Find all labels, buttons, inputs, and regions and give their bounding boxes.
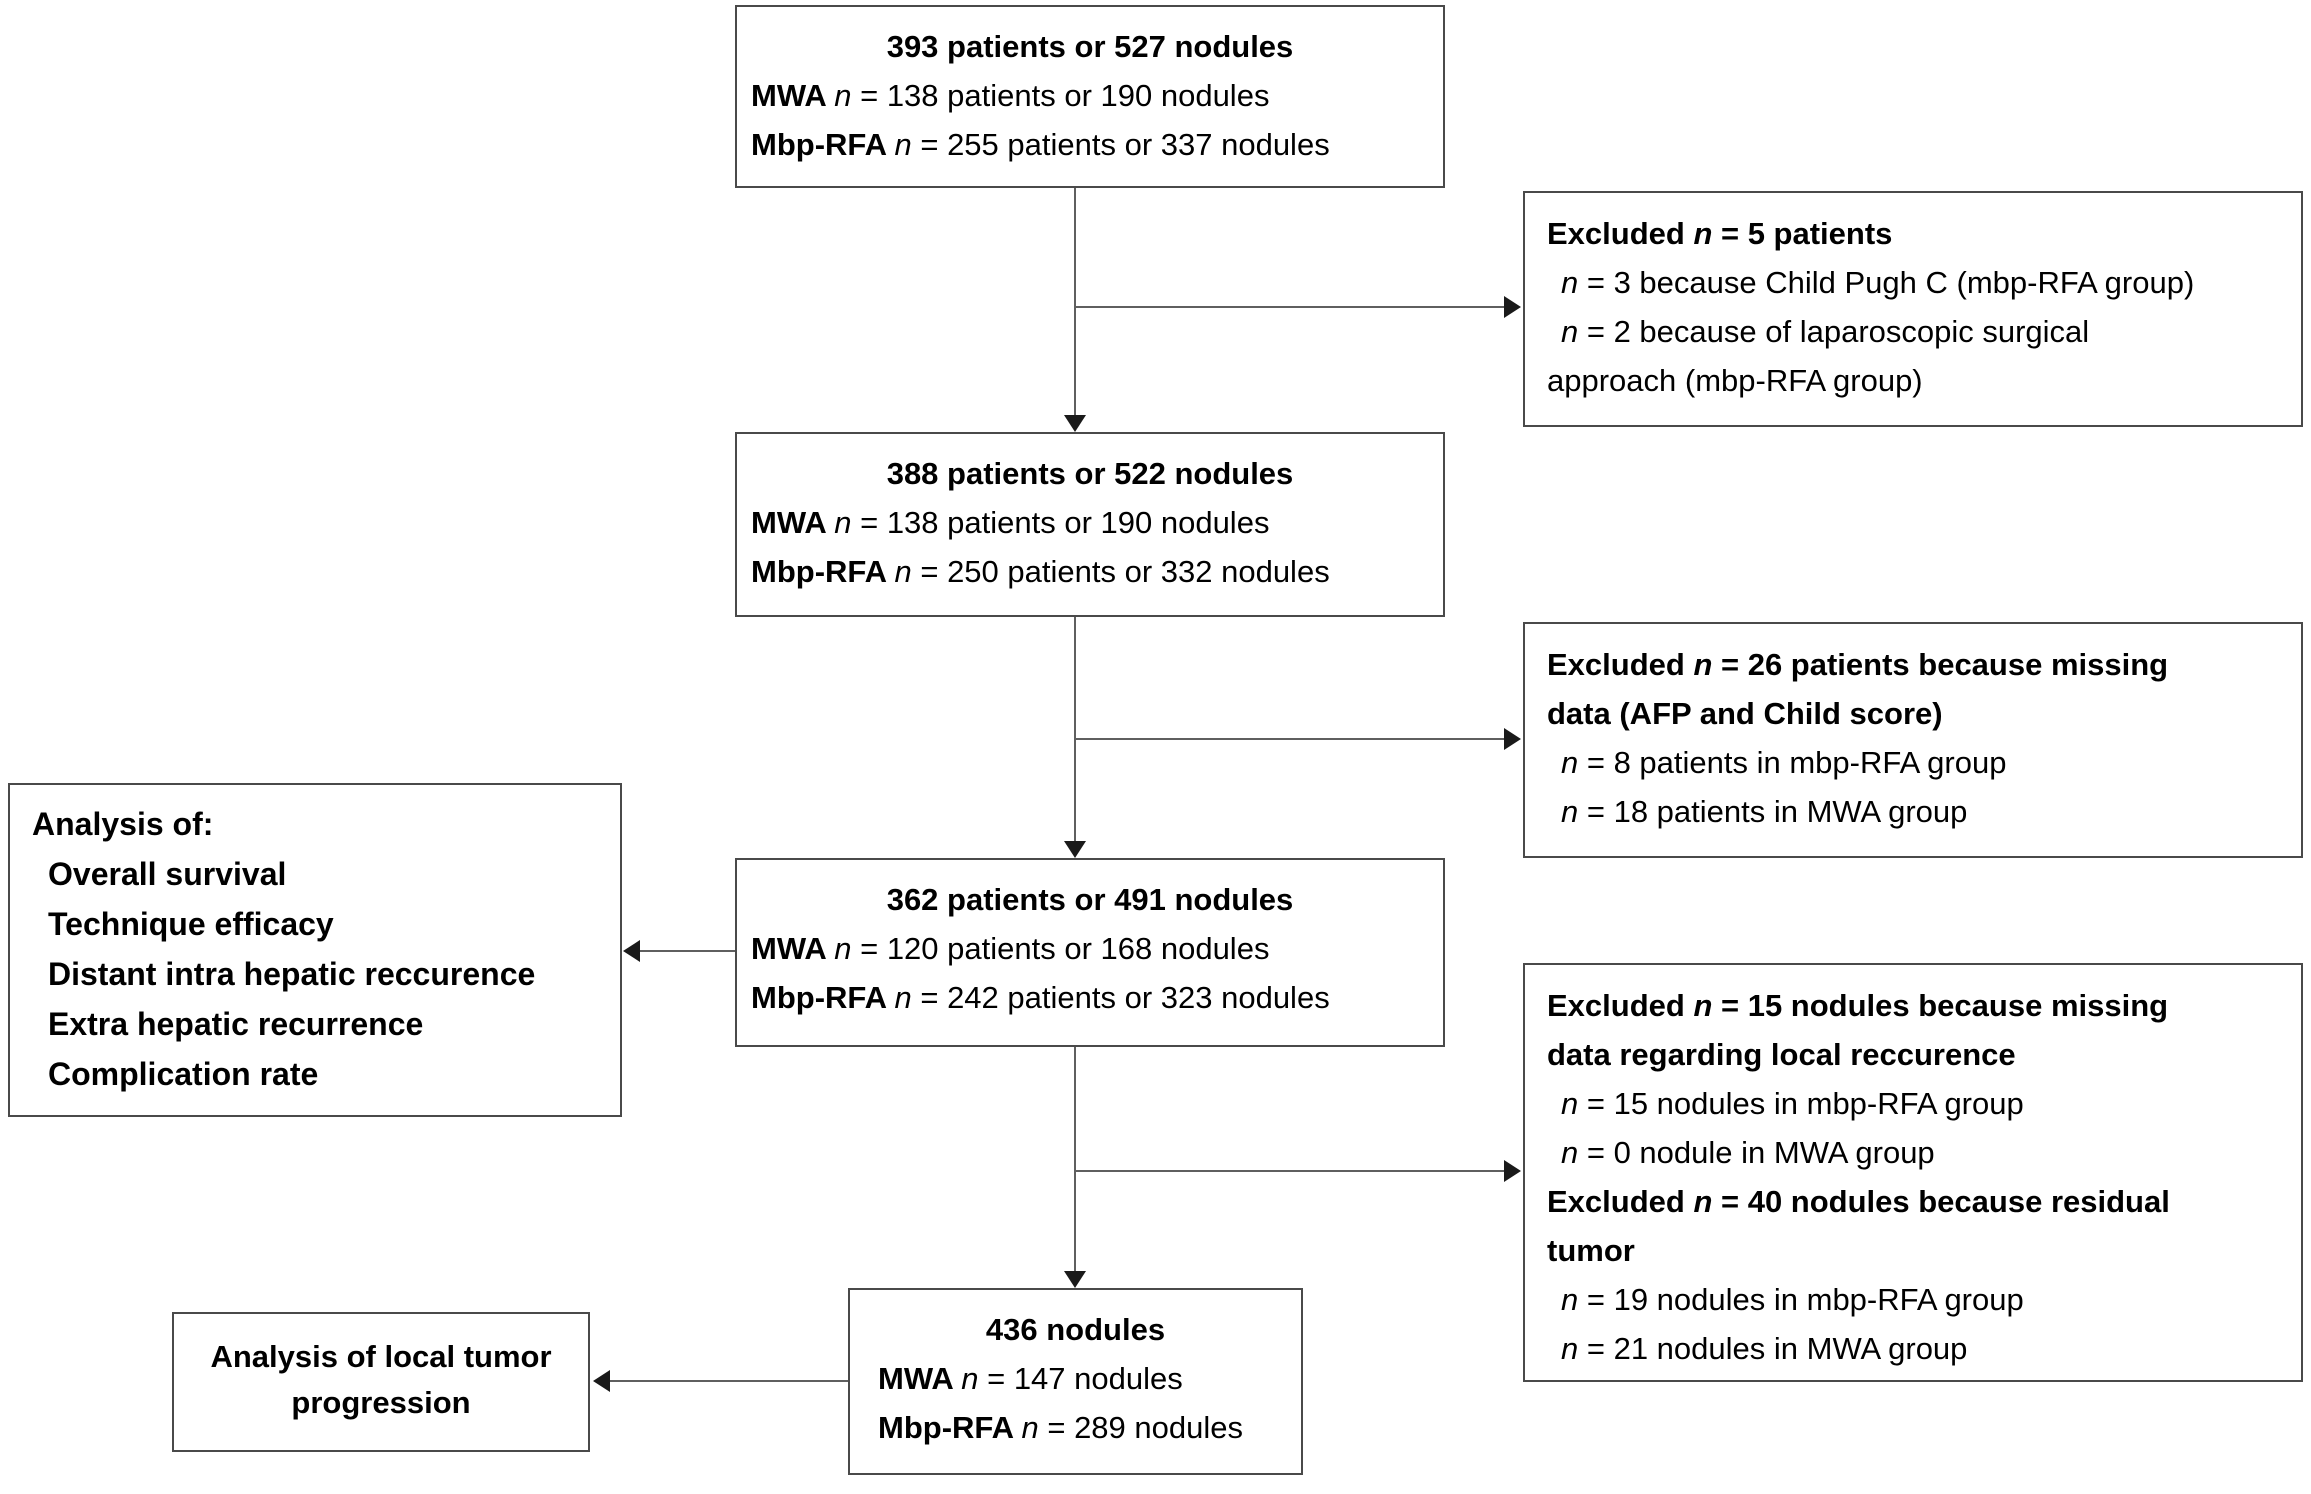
excluded-title-line2: data regarding local reccurence bbox=[1547, 1037, 2016, 1072]
excluded-title-line2: data (AFP and Child score) bbox=[1547, 696, 1943, 731]
group-label: MWA bbox=[878, 1361, 962, 1396]
group-label: MWA bbox=[751, 505, 835, 540]
analysis-item: Overall survival bbox=[48, 856, 287, 892]
excluded-item: n = 15 nodules in mbp-RFA group bbox=[1561, 1086, 2024, 1121]
n-symbol: n bbox=[1021, 1410, 1039, 1445]
group-label: Mbp-RFA bbox=[751, 980, 895, 1015]
box-initial-cohort: 393 patients or 527 nodules MWA n = 138 … bbox=[735, 5, 1445, 188]
count-text: = 242 patients or 323 nodules bbox=[911, 980, 1330, 1015]
box-after-second-exclusion: 362 patients or 491 nodules MWA n = 120 … bbox=[735, 858, 1445, 1047]
n-symbol: n bbox=[961, 1361, 979, 1396]
count-row-mbprfa: Mbp-RFA n = 242 patients or 323 nodules bbox=[737, 973, 1443, 1022]
group-label: Mbp-RFA bbox=[878, 1410, 1022, 1445]
excluded-item: n = 3 because Child Pugh C (mbp-RFA grou… bbox=[1561, 265, 2195, 300]
box-after-first-exclusion: 388 patients or 522 nodules MWA n = 138 … bbox=[735, 432, 1445, 617]
n-symbol: n bbox=[1693, 1184, 1713, 1219]
excluded-title-line2: tumor bbox=[1547, 1233, 1635, 1268]
connector-right-excluded-1 bbox=[1075, 306, 1505, 308]
arrowhead-down-3 bbox=[1064, 1271, 1086, 1288]
arrowhead-down-1 bbox=[1064, 415, 1086, 432]
n-symbol: n bbox=[834, 931, 852, 966]
connector-down-3 bbox=[1074, 1047, 1076, 1273]
arrowhead-down-2 bbox=[1064, 841, 1086, 858]
n-symbol: n bbox=[1561, 1331, 1579, 1366]
connector-down-2 bbox=[1074, 617, 1076, 843]
connector-down-1 bbox=[1074, 188, 1076, 418]
n-symbol: n bbox=[1561, 794, 1579, 829]
group-label: Mbp-RFA bbox=[751, 127, 895, 162]
connector-right-excluded-3 bbox=[1075, 1170, 1505, 1172]
n-symbol: n bbox=[1561, 265, 1579, 300]
n-symbol: n bbox=[1561, 1135, 1579, 1170]
count-text: = 147 nodules bbox=[978, 1361, 1183, 1396]
analysis-item: Technique efficacy bbox=[48, 906, 334, 942]
excluded-title: Excluded n = 26 patients because missing bbox=[1547, 647, 2169, 682]
count-text: = 138 patients or 190 nodules bbox=[851, 505, 1270, 540]
excluded-item: n = 19 nodules in mbp-RFA group bbox=[1561, 1282, 2024, 1317]
count-text: = 250 patients or 332 nodules bbox=[911, 554, 1330, 589]
local-analysis-line: progression bbox=[291, 1385, 471, 1420]
count-row-mbprfa: Mbp-RFA n = 255 patients or 337 nodules bbox=[737, 120, 1443, 169]
connector-left-local-analysis bbox=[610, 1380, 848, 1382]
arrowhead-left-1 bbox=[623, 940, 640, 962]
n-symbol: n bbox=[1561, 314, 1579, 349]
group-label: Mbp-RFA bbox=[751, 554, 895, 589]
box-final-nodules: 436 nodules MWA n = 147 nodules Mbp-RFA … bbox=[848, 1288, 1303, 1475]
local-analysis-line: Analysis of local tumor bbox=[210, 1339, 552, 1374]
connector-right-excluded-2 bbox=[1075, 738, 1505, 740]
box-analysis-of: Analysis of: Overall survival Technique … bbox=[8, 783, 622, 1117]
arrowhead-right-1 bbox=[1504, 296, 1521, 318]
n-symbol: n bbox=[894, 127, 912, 162]
box-title: 388 patients or 522 nodules bbox=[886, 456, 1294, 491]
excluded-item: n = 8 patients in mbp-RFA group bbox=[1561, 745, 2007, 780]
group-label: MWA bbox=[751, 931, 835, 966]
count-row-mwa: MWA n = 120 patients or 168 nodules bbox=[737, 924, 1443, 973]
connector-left-analysis bbox=[640, 950, 735, 952]
excluded-item: n = 18 patients in MWA group bbox=[1561, 794, 1968, 829]
n-symbol: n bbox=[1693, 988, 1713, 1023]
box-title: 436 nodules bbox=[985, 1312, 1166, 1347]
box-title: 362 patients or 491 nodules bbox=[886, 882, 1294, 917]
arrowhead-left-2 bbox=[593, 1370, 610, 1392]
count-row-mbprfa: Mbp-RFA n = 289 nodules bbox=[850, 1403, 1301, 1452]
n-symbol: n bbox=[834, 505, 852, 540]
count-row-mbprfa: Mbp-RFA n = 250 patients or 332 nodules bbox=[737, 547, 1443, 596]
n-symbol: n bbox=[894, 554, 912, 589]
excluded-item: n = 21 nodules in MWA group bbox=[1561, 1331, 1968, 1366]
excluded-item: n = 0 nodule in MWA group bbox=[1561, 1135, 1935, 1170]
box-excluded-nodules: Excluded n = 15 nodules because missing … bbox=[1523, 963, 2303, 1382]
n-symbol: n bbox=[1693, 647, 1713, 682]
excluded-title: Excluded n = 15 nodules because missing bbox=[1547, 988, 2169, 1023]
count-text: = 289 nodules bbox=[1038, 1410, 1243, 1445]
excluded-item: n = 2 because of laparoscopic surgical bbox=[1561, 314, 2090, 349]
excluded-item-continuation: approach (mbp-RFA group) bbox=[1547, 363, 1923, 398]
box-local-tumor-progression: Analysis of local tumor progression bbox=[172, 1312, 590, 1452]
count-row-mwa: MWA n = 138 patients or 190 nodules bbox=[737, 498, 1443, 547]
analysis-item: Extra hepatic recurrence bbox=[48, 1006, 424, 1042]
arrowhead-right-2 bbox=[1504, 728, 1521, 750]
count-text: = 120 patients or 168 nodules bbox=[851, 931, 1270, 966]
count-row-mwa: MWA n = 138 patients or 190 nodules bbox=[737, 71, 1443, 120]
excluded-title: Excluded n = 40 nodules because residual bbox=[1547, 1184, 2170, 1219]
n-symbol: n bbox=[1561, 745, 1579, 780]
box-title: 393 patients or 527 nodules bbox=[886, 29, 1294, 64]
n-symbol: n bbox=[894, 980, 912, 1015]
excluded-title: Excluded n = 5 patients bbox=[1547, 216, 1893, 251]
analysis-heading: Analysis of: bbox=[32, 806, 214, 842]
n-symbol: n bbox=[834, 78, 852, 113]
analysis-item: Distant intra hepatic reccurence bbox=[48, 956, 536, 992]
count-row-mwa: MWA n = 147 nodules bbox=[850, 1354, 1301, 1403]
n-symbol: n bbox=[1561, 1282, 1579, 1317]
arrowhead-right-3 bbox=[1504, 1160, 1521, 1182]
group-label: MWA bbox=[751, 78, 835, 113]
count-text: = 138 patients or 190 nodules bbox=[851, 78, 1270, 113]
analysis-item: Complication rate bbox=[48, 1056, 319, 1092]
box-excluded-5-patients: Excluded n = 5 patients n = 3 because Ch… bbox=[1523, 191, 2303, 427]
count-text: = 255 patients or 337 nodules bbox=[911, 127, 1330, 162]
n-symbol: n bbox=[1561, 1086, 1579, 1121]
n-symbol: n bbox=[1693, 216, 1713, 251]
box-excluded-26-patients: Excluded n = 26 patients because missing… bbox=[1523, 622, 2303, 858]
